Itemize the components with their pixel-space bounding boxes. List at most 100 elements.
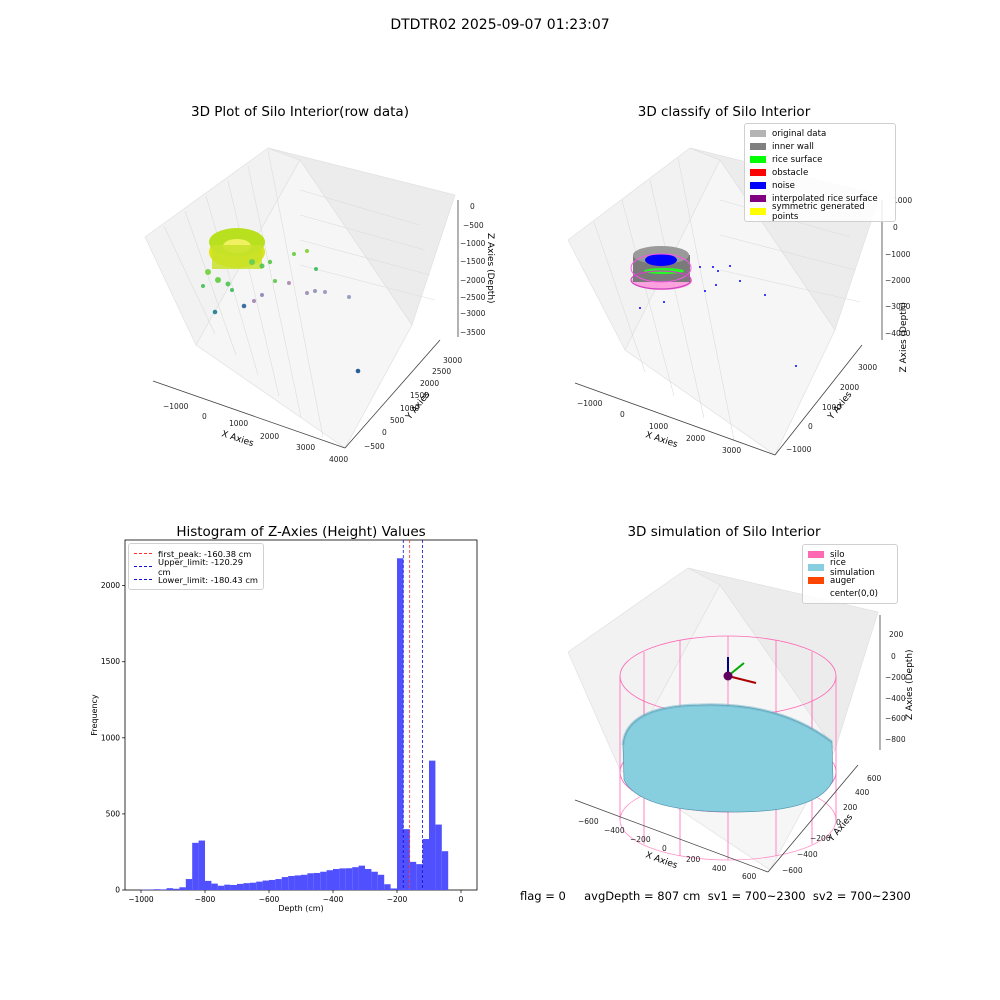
panel4-title: 3D simulation of Silo Interior — [627, 524, 821, 540]
histogram-bar — [275, 879, 282, 890]
histogram-bar — [294, 875, 301, 890]
legend-item-rice-surface: rice surface — [750, 153, 890, 166]
histogram-bar — [429, 760, 436, 890]
histogram-bar — [371, 871, 378, 890]
y-tick-label: 2000 — [101, 581, 120, 590]
histogram-bar — [205, 880, 212, 890]
p1-ztick: −1000 — [460, 239, 486, 248]
p2-ztick: 0 — [893, 223, 898, 232]
p2-xlabel: X Axies — [644, 430, 679, 450]
histogram-bar — [281, 877, 289, 890]
histogram-bar — [301, 874, 308, 890]
p2-ytick: 0 — [808, 422, 813, 431]
p2-ztick: −3000 — [885, 302, 911, 311]
p1-ytick: 3000 — [443, 356, 462, 365]
legend-item-rice-simulation: rice simulation — [808, 558, 892, 578]
histogram-bar — [333, 869, 340, 890]
y-tick-label: 1500 — [101, 657, 120, 666]
p4-xtick: −200 — [630, 835, 651, 844]
simulation-3d-plot: −600 −400 −200 0 200 400 600 −600 −400 −… — [567, 567, 915, 880]
p2-xtick: 0 — [620, 410, 625, 419]
histogram-bar — [352, 867, 359, 890]
p2-xtick: 3000 — [722, 446, 741, 455]
p4-xtick: −400 — [604, 826, 625, 835]
p1-xtick: 4000 — [329, 455, 348, 464]
p1-zlabel: Z Axies (Depth) — [485, 233, 495, 304]
histogram-bar — [390, 888, 397, 890]
histogram-bar — [224, 884, 231, 890]
rice-simulation-surface — [621, 703, 834, 813]
histogram-bar — [173, 888, 180, 890]
panel1-title: 3D Plot of Silo Interior(row data) — [191, 104, 409, 120]
simulation-legend: silo rice simulation auger center(0,0) — [802, 544, 898, 604]
p1-ytick: 1000 — [400, 404, 419, 413]
p1-xtick: −1000 — [163, 402, 189, 411]
classified-points — [630, 246, 797, 367]
x-tick-label: −800 — [195, 895, 216, 904]
histogram-bar — [217, 885, 225, 890]
p1-ztick: −3500 — [460, 328, 486, 337]
legend-item-first-peak: first_peak: -160.38 cm — [134, 547, 258, 560]
legend-item-noise: noise — [750, 179, 890, 192]
histogram-legend: first_peak: -160.38 cm Upper_limit: -120… — [128, 543, 264, 590]
p4-xtick: 400 — [712, 864, 727, 873]
raw-data-points — [201, 228, 361, 374]
legend-item-original-data: original data — [750, 127, 890, 140]
p1-ytick: −500 — [364, 442, 385, 451]
legend-item-inner-wall: inner wall — [750, 140, 890, 153]
p1-xlabel: X Axies — [220, 429, 255, 449]
histogram-bar — [377, 874, 385, 890]
p1-ytick: 2000 — [420, 379, 439, 388]
p2-xtick: −1000 — [577, 399, 603, 408]
histogram-bar — [166, 888, 173, 890]
p4-ztick: −800 — [885, 735, 906, 744]
p1-ytick: 500 — [390, 416, 405, 425]
histogram-bar — [345, 868, 353, 890]
histogram-ylabel: Frequency — [90, 694, 99, 736]
p4-ytick: 200 — [843, 803, 858, 812]
p2-ztick: −2000 — [885, 276, 911, 285]
histogram-bar — [185, 879, 193, 890]
p1-ztick: 0 — [470, 202, 475, 211]
histogram-xlabel: Depth (cm) — [278, 904, 323, 913]
histogram-bar — [269, 879, 276, 890]
histogram-bar — [339, 868, 346, 890]
histogram-bar — [179, 887, 186, 890]
p4-xtick: 600 — [742, 872, 757, 880]
histogram-bar — [326, 870, 333, 890]
x-tick-label: −400 — [323, 895, 344, 904]
x-tick-label: −1000 — [128, 895, 154, 904]
histogram-bar — [435, 824, 442, 890]
p4-ytick: 400 — [855, 788, 870, 797]
histogram-bar — [192, 842, 199, 890]
histogram-bar — [403, 829, 410, 890]
p2-xtick: 2000 — [686, 434, 705, 443]
histogram-bar — [441, 851, 449, 890]
p2-ytick: 3000 — [858, 363, 877, 372]
histogram-bar — [313, 872, 321, 890]
legend-item-obstacle: obstacle — [750, 166, 890, 179]
histogram-bar — [288, 876, 295, 890]
histogram-bar — [358, 865, 365, 890]
p1-ztick: −2500 — [460, 293, 486, 302]
y-tick-label: 1000 — [101, 733, 120, 742]
p2-ztick: −1000 — [885, 250, 911, 259]
p1-xtick: 1000 — [229, 419, 248, 428]
histogram-bar — [397, 558, 404, 890]
histogram-bar — [320, 871, 327, 890]
p1-ztick: −3000 — [460, 309, 486, 318]
legend-item-interpolated: interpolated rice surface — [750, 192, 890, 205]
histogram-bar — [243, 883, 250, 890]
status-footer: flag = 0 avgDepth = 807 cm sv1 = 700~230… — [520, 889, 911, 903]
legend-item-symmetric: symmetric generated points — [750, 202, 890, 222]
p1-ytick: 2500 — [432, 367, 451, 376]
auger-triad — [723, 657, 757, 684]
histogram-bar — [198, 840, 205, 890]
p4-ytick: −400 — [797, 850, 818, 859]
p1-xtick: 0 — [202, 412, 207, 421]
panel2-title: 3D classify of Silo Interior — [637, 104, 811, 120]
histogram-bar — [237, 883, 244, 890]
p4-ztick: 200 — [889, 630, 904, 639]
p1-ytick: 0 — [382, 428, 387, 437]
p4-ztick: −600 — [885, 714, 906, 723]
